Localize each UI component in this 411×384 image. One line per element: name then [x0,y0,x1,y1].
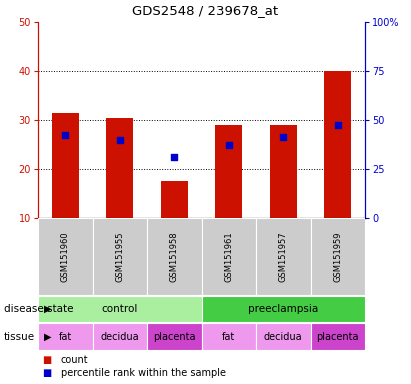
Point [116,137,123,143]
Bar [270,125,297,218]
Bar [310,323,365,350]
Point [335,122,341,128]
Text: preeclampsia: preeclampsia [248,304,319,314]
Text: ▶: ▶ [44,331,51,341]
Text: placenta: placenta [153,331,196,341]
Text: decidua: decidua [264,331,302,341]
Text: ■: ■ [42,355,51,365]
Bar [92,323,147,350]
Bar [106,118,134,218]
Point [280,134,286,140]
Bar [201,323,256,350]
Point [226,141,232,147]
Point [62,132,69,138]
Bar [256,323,310,350]
Text: GSM151960: GSM151960 [61,231,70,282]
Bar [201,296,365,322]
Text: ■: ■ [42,368,51,378]
Bar [52,113,79,218]
Text: tissue: tissue [4,331,35,341]
Bar [38,296,201,322]
Bar [161,181,188,218]
Bar [147,323,201,350]
Text: control: control [102,304,138,314]
Text: GDS2548 / 239678_at: GDS2548 / 239678_at [132,4,279,17]
Bar [256,218,310,295]
Text: fat: fat [222,331,236,341]
Text: percentile rank within the sample: percentile rank within the sample [60,368,226,378]
Text: fat: fat [59,331,72,341]
Bar [38,218,92,295]
Bar [147,218,201,295]
Text: GSM151958: GSM151958 [170,231,179,282]
Text: GSM151955: GSM151955 [115,231,124,282]
Bar [310,218,365,295]
Text: count: count [60,355,88,365]
Text: ▶: ▶ [44,304,51,314]
Text: decidua: decidua [100,331,139,341]
Text: GSM151961: GSM151961 [224,231,233,282]
Text: GSM151959: GSM151959 [333,231,342,282]
Point [171,154,178,160]
Text: disease state: disease state [4,304,74,314]
Text: GSM151957: GSM151957 [279,231,288,282]
Bar [201,218,256,295]
Text: placenta: placenta [316,331,359,341]
Bar [38,323,92,350]
Bar [324,71,351,218]
Bar [92,218,147,295]
Bar [215,125,242,218]
